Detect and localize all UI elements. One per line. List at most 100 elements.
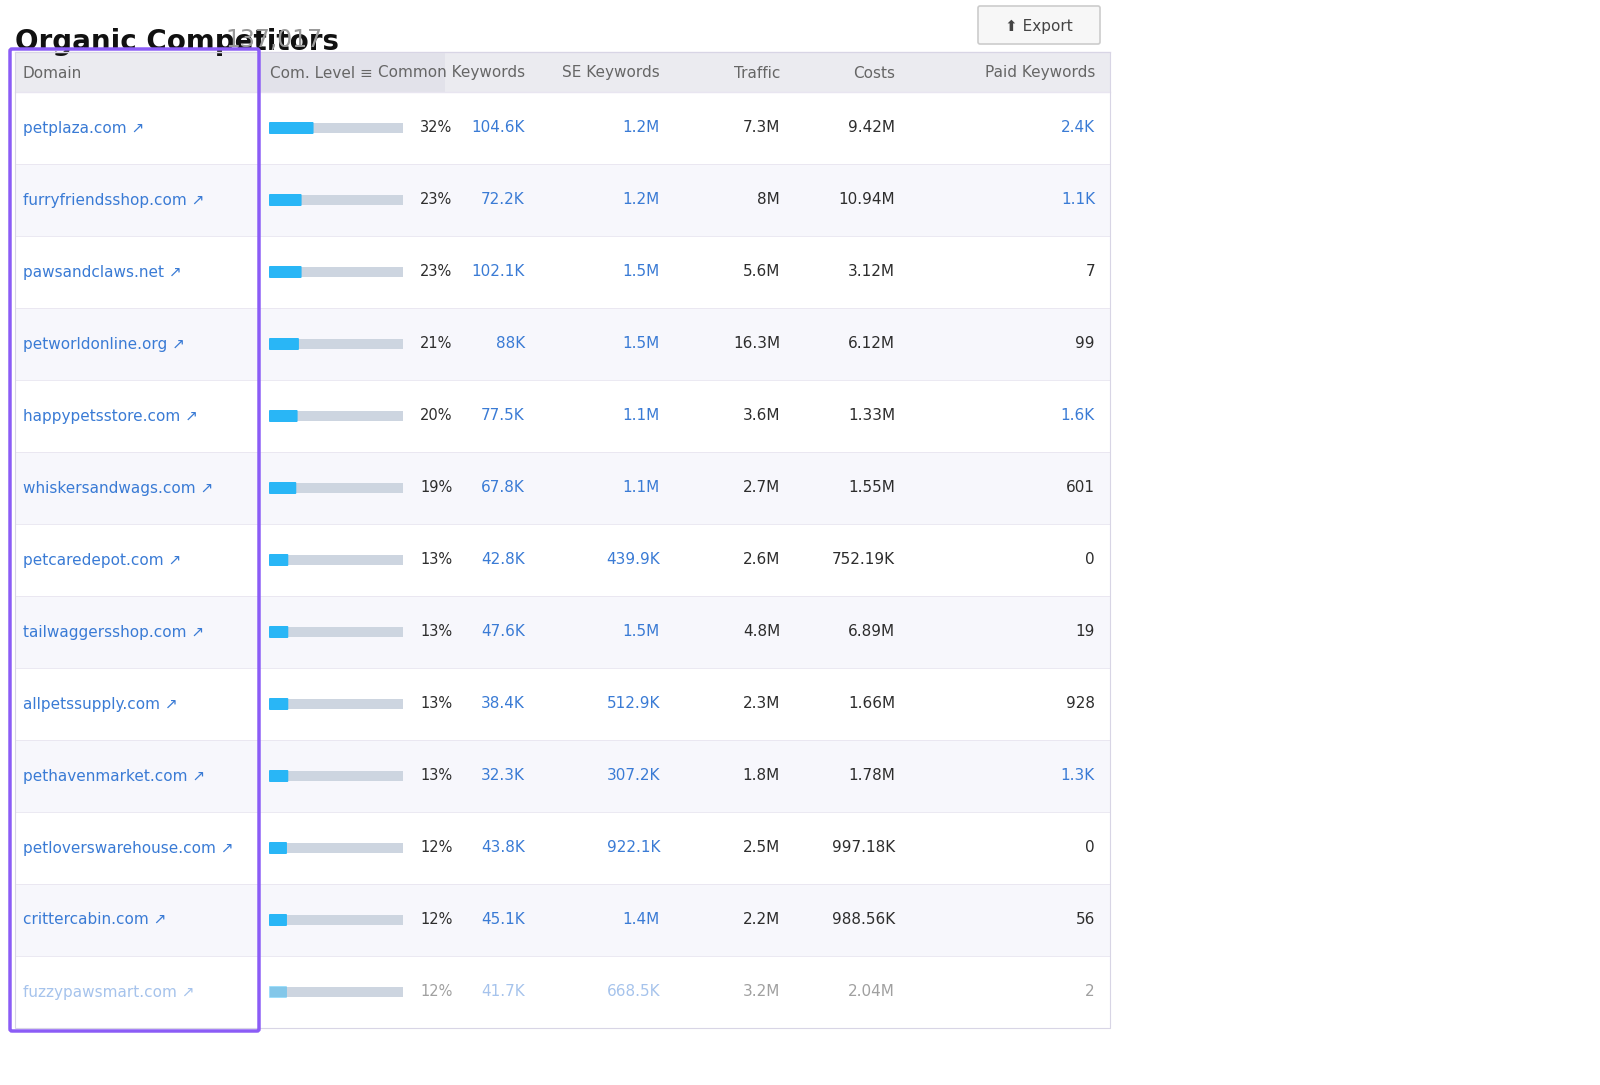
FancyBboxPatch shape: [269, 842, 286, 854]
Text: 1.1K: 1.1K: [1061, 192, 1094, 207]
Text: 21%: 21%: [419, 336, 453, 352]
Text: Domain: Domain: [22, 65, 82, 80]
Text: Costs: Costs: [853, 65, 894, 80]
Text: 13%: 13%: [419, 552, 453, 567]
Text: 9.42M: 9.42M: [848, 120, 894, 136]
Text: Common Keywords: Common Keywords: [378, 65, 525, 80]
Bar: [14, 52, 1110, 1027]
Text: 0: 0: [1085, 552, 1094, 567]
Text: 2.04M: 2.04M: [848, 984, 894, 999]
Text: 47.6K: 47.6K: [482, 625, 525, 639]
FancyBboxPatch shape: [269, 554, 288, 566]
Text: Traffic: Traffic: [734, 65, 781, 80]
Bar: [270, 556, 403, 565]
Text: 8M: 8M: [757, 192, 781, 207]
FancyBboxPatch shape: [269, 266, 301, 278]
FancyBboxPatch shape: [269, 770, 288, 782]
Text: 32.3K: 32.3K: [482, 768, 525, 783]
Text: 601: 601: [1066, 481, 1094, 496]
Text: 1.2M: 1.2M: [622, 192, 661, 207]
Text: SE Keywords: SE Keywords: [562, 65, 661, 80]
Text: 512.9K: 512.9K: [606, 697, 661, 712]
Text: 1.4M: 1.4M: [622, 912, 661, 928]
Text: 19%: 19%: [419, 481, 453, 496]
Text: petcaredepot.com ↗: petcaredepot.com ↗: [22, 552, 181, 567]
Text: petplaza.com ↗: petplaza.com ↗: [22, 120, 144, 136]
Text: crittercabin.com ↗: crittercabin.com ↗: [22, 912, 166, 928]
Text: pethavenmarket.com ↗: pethavenmarket.com ↗: [22, 768, 205, 783]
Text: happypetsstore.com ↗: happypetsstore.com ↗: [22, 408, 198, 423]
Text: 41.7K: 41.7K: [482, 984, 525, 999]
Text: 43.8K: 43.8K: [482, 841, 525, 855]
Bar: [259, 52, 445, 92]
Text: 16.3M: 16.3M: [733, 336, 781, 352]
Text: 13%: 13%: [419, 768, 453, 783]
Text: 928: 928: [1066, 697, 1094, 712]
FancyBboxPatch shape: [269, 482, 296, 494]
Bar: [270, 699, 403, 709]
Text: tailwaggersshop.com ↗: tailwaggersshop.com ↗: [22, 625, 205, 639]
Text: 23%: 23%: [419, 192, 453, 207]
Text: 2.5M: 2.5M: [742, 841, 781, 855]
Text: 6.89M: 6.89M: [848, 625, 894, 639]
Text: 1.66M: 1.66M: [848, 697, 894, 712]
Text: 1.55M: 1.55M: [848, 481, 894, 496]
FancyBboxPatch shape: [269, 986, 286, 998]
FancyBboxPatch shape: [269, 626, 288, 638]
Bar: [979, 8, 1098, 42]
Bar: [270, 195, 403, 205]
Text: 23%: 23%: [419, 265, 453, 280]
Text: 1.78M: 1.78M: [848, 768, 894, 783]
Text: 42.8K: 42.8K: [482, 552, 525, 567]
Bar: [270, 771, 403, 781]
Text: 45.1K: 45.1K: [482, 912, 525, 928]
Text: 12%: 12%: [419, 841, 453, 855]
Bar: [14, 452, 1110, 524]
Text: 1.5M: 1.5M: [622, 336, 661, 352]
Text: 99: 99: [1075, 336, 1094, 352]
Bar: [14, 52, 1110, 92]
Bar: [14, 308, 1110, 380]
Text: 137,017: 137,017: [226, 28, 322, 52]
Text: 1.2M: 1.2M: [622, 120, 661, 136]
Text: 13%: 13%: [419, 697, 453, 712]
Text: 1.33M: 1.33M: [848, 408, 894, 423]
Text: furryfriendsshop.com ↗: furryfriendsshop.com ↗: [22, 192, 205, 207]
Text: 6.12M: 6.12M: [848, 336, 894, 352]
Text: 38.4K: 38.4K: [482, 697, 525, 712]
Text: 2.3M: 2.3M: [742, 697, 781, 712]
Text: 2.2M: 2.2M: [742, 912, 781, 928]
Text: fuzzypawsmart.com ↗: fuzzypawsmart.com ↗: [22, 984, 195, 999]
Text: 7.3M: 7.3M: [742, 120, 781, 136]
Text: Paid Keywords: Paid Keywords: [984, 65, 1094, 80]
Text: 1.8M: 1.8M: [742, 768, 781, 783]
Text: 19: 19: [1075, 625, 1094, 639]
Text: 1.1M: 1.1M: [622, 408, 661, 423]
Text: Com. Level ≡: Com. Level ≡: [270, 65, 373, 80]
Text: 752.19K: 752.19K: [832, 552, 894, 567]
Text: 439.9K: 439.9K: [606, 552, 661, 567]
Text: 10.94M: 10.94M: [838, 192, 894, 207]
Text: 56: 56: [1075, 912, 1094, 928]
Text: whiskersandwags.com ↗: whiskersandwags.com ↗: [22, 481, 213, 496]
Bar: [270, 915, 403, 926]
Bar: [270, 267, 403, 277]
Text: 1.5M: 1.5M: [622, 265, 661, 280]
Text: 2.4K: 2.4K: [1061, 120, 1094, 136]
Text: 13%: 13%: [419, 625, 453, 639]
FancyBboxPatch shape: [269, 410, 298, 422]
Bar: [14, 164, 1110, 237]
Text: 2: 2: [1085, 984, 1094, 999]
Text: 1.1M: 1.1M: [622, 481, 661, 496]
Text: 3.12M: 3.12M: [848, 265, 894, 280]
Bar: [270, 627, 403, 637]
Text: 988.56K: 988.56K: [832, 912, 894, 928]
FancyBboxPatch shape: [269, 122, 314, 135]
Text: 1.3K: 1.3K: [1061, 768, 1094, 783]
FancyBboxPatch shape: [269, 194, 301, 206]
Text: 12%: 12%: [419, 984, 453, 999]
Text: Organic Competitors: Organic Competitors: [14, 28, 339, 56]
Bar: [270, 123, 403, 133]
Text: 77.5K: 77.5K: [482, 408, 525, 423]
Text: allpetssupply.com ↗: allpetssupply.com ↗: [22, 697, 178, 712]
